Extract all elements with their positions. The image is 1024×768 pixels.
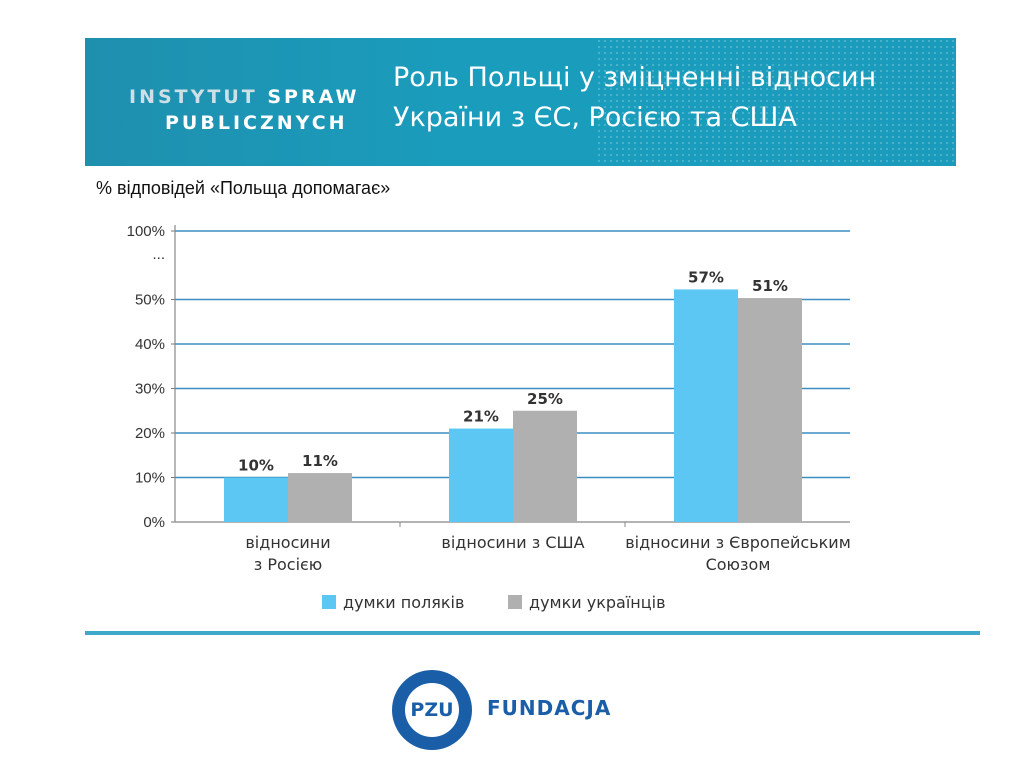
category-label: з Росією — [254, 555, 323, 574]
y-tick-label: 10% — [135, 470, 165, 487]
legend-swatch — [322, 595, 336, 609]
bar-ukrainians — [513, 410, 577, 522]
logo-word-instytut: INSTYTUT — [129, 86, 258, 108]
isp-logo: INSTYTUT SPRAW PUBLICZNYCH — [129, 84, 359, 136]
y-tick-label: ... — [152, 246, 165, 263]
header-banner: INSTYTUT SPRAW PUBLICZNYCH Роль Польщі у… — [85, 38, 956, 166]
y-tick-label: 50% — [135, 292, 165, 309]
bar-poles — [674, 289, 738, 522]
data-label: 51% — [752, 277, 788, 295]
y-tick-label: 100% — [127, 223, 165, 240]
data-label: 25% — [527, 390, 563, 408]
data-label: 11% — [302, 452, 338, 470]
y-tick-label: 30% — [135, 381, 165, 398]
banner-dot-pattern — [596, 38, 956, 166]
y-tick-label: 20% — [135, 425, 165, 442]
y-tick-label: 0% — [143, 514, 165, 531]
bar-ukrainians — [288, 473, 352, 522]
fundacja-label: FUNDACJA — [487, 696, 612, 720]
logo-word-spraw: SPRAW — [267, 86, 360, 108]
divider-line — [85, 631, 980, 635]
data-label: 57% — [688, 268, 724, 286]
category-label: відносини з Європейським — [625, 533, 851, 552]
legend-swatch — [508, 595, 522, 609]
bar-ukrainians — [738, 298, 802, 522]
chart-title: % відповідей «Польща допомагає» — [96, 178, 391, 198]
logo-word-publicznych: PUBLICZNYCH — [165, 112, 348, 134]
title-line-2: України з ЄС, Росією та США — [393, 102, 797, 133]
category-label: відносини — [245, 533, 330, 552]
category-label: відносини з США — [441, 533, 584, 552]
legend-label: думки українців — [529, 593, 666, 612]
data-label: 10% — [238, 457, 274, 475]
legend-label: думки поляків — [343, 593, 464, 612]
pzu-logo: PZU — [392, 670, 472, 750]
data-label: 21% — [463, 408, 499, 426]
category-label: Союзом — [706, 555, 771, 574]
title-line-1: Роль Польщі у зміцненні відносин — [393, 62, 877, 93]
bar-chart: 0% 10% 20% 30% 40% 50%... 100% 10% 21% 57% 11% 25% 5… — [127, 223, 851, 612]
y-tick-label: 40% — [135, 336, 165, 353]
bar-poles — [449, 428, 513, 522]
bar-poles — [224, 477, 288, 522]
pzu-logo-text: PZU — [405, 683, 459, 737]
page-title: Роль Польщі у зміцненні відносин України… — [393, 58, 876, 138]
